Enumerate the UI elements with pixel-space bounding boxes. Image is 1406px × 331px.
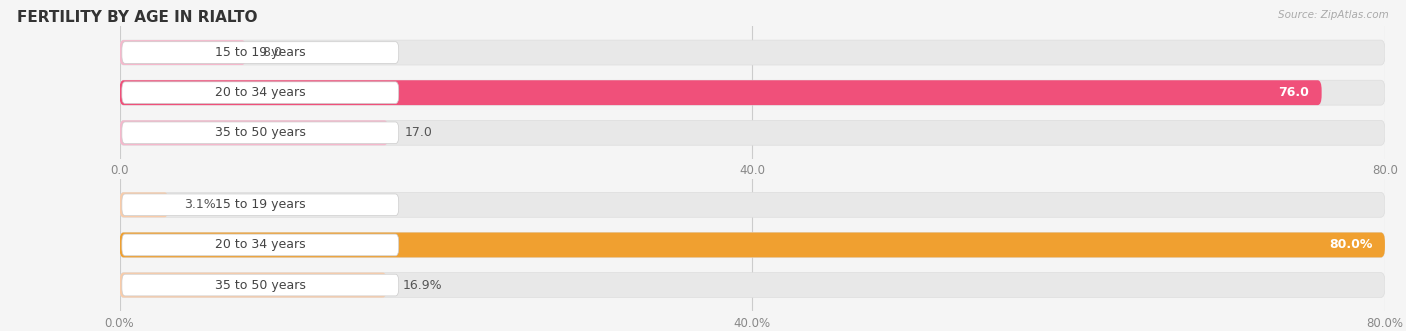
- FancyBboxPatch shape: [120, 120, 388, 145]
- Text: 17.0: 17.0: [405, 126, 432, 139]
- FancyBboxPatch shape: [120, 192, 169, 217]
- Text: 8.0: 8.0: [262, 46, 281, 59]
- FancyBboxPatch shape: [120, 80, 1322, 105]
- Text: 80.0%: 80.0%: [1329, 238, 1372, 252]
- FancyBboxPatch shape: [120, 273, 1385, 298]
- Text: 15 to 19 years: 15 to 19 years: [215, 46, 305, 59]
- Text: 3.1%: 3.1%: [184, 198, 217, 211]
- Text: 20 to 34 years: 20 to 34 years: [215, 86, 305, 99]
- FancyBboxPatch shape: [122, 122, 399, 144]
- FancyBboxPatch shape: [122, 82, 399, 104]
- FancyBboxPatch shape: [120, 232, 1385, 258]
- Text: 76.0: 76.0: [1278, 86, 1309, 99]
- Text: 35 to 50 years: 35 to 50 years: [215, 279, 305, 292]
- FancyBboxPatch shape: [120, 120, 1385, 145]
- Text: 35 to 50 years: 35 to 50 years: [215, 126, 305, 139]
- FancyBboxPatch shape: [120, 232, 1385, 258]
- Text: FERTILITY BY AGE IN RIALTO: FERTILITY BY AGE IN RIALTO: [17, 10, 257, 25]
- FancyBboxPatch shape: [120, 273, 387, 298]
- FancyBboxPatch shape: [120, 40, 246, 65]
- Text: Source: ZipAtlas.com: Source: ZipAtlas.com: [1278, 10, 1389, 20]
- Text: 16.9%: 16.9%: [402, 279, 443, 292]
- FancyBboxPatch shape: [122, 274, 399, 296]
- FancyBboxPatch shape: [120, 192, 1385, 217]
- FancyBboxPatch shape: [120, 80, 1385, 105]
- FancyBboxPatch shape: [122, 194, 399, 216]
- FancyBboxPatch shape: [122, 234, 399, 256]
- Text: 15 to 19 years: 15 to 19 years: [215, 198, 305, 211]
- FancyBboxPatch shape: [120, 40, 1385, 65]
- Text: 20 to 34 years: 20 to 34 years: [215, 238, 305, 252]
- FancyBboxPatch shape: [122, 42, 399, 64]
